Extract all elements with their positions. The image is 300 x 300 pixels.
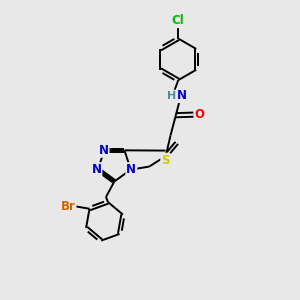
- Text: O: O: [195, 108, 205, 121]
- Text: N: N: [92, 163, 101, 176]
- Text: S: S: [161, 154, 170, 166]
- Text: Cl: Cl: [172, 14, 184, 27]
- Text: N: N: [99, 144, 109, 157]
- Text: N: N: [126, 163, 136, 176]
- Text: Br: Br: [61, 200, 76, 213]
- Text: H: H: [167, 91, 176, 100]
- Text: N: N: [177, 89, 187, 102]
